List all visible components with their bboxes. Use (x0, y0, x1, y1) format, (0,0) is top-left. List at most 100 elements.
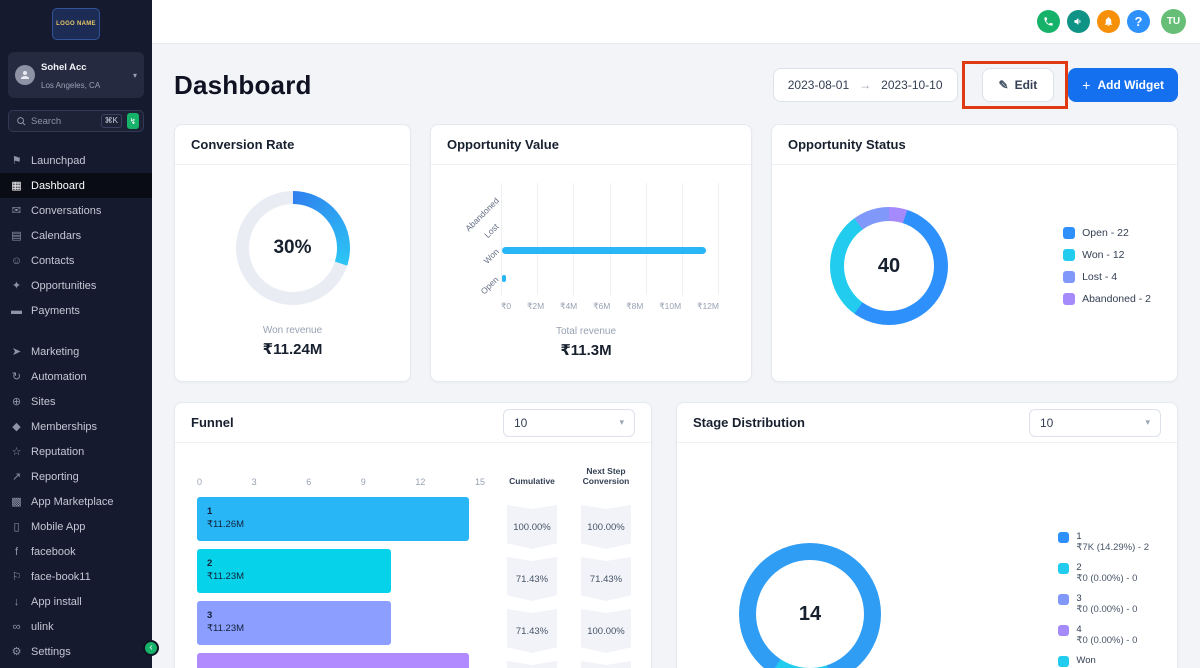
sidebar-item-label: Memberships (31, 420, 98, 433)
next-step-badge: 100.00% (581, 505, 631, 549)
funnel-count-select[interactable]: 10 ▾ (503, 408, 635, 437)
x-tick: ₹12M (697, 301, 719, 311)
sidebar-collapse-button[interactable]: ‹ (143, 640, 159, 656)
help-button[interactable]: ? (1127, 10, 1150, 33)
legend-label: Lost - 4 (1082, 271, 1118, 283)
open-value-bar (502, 274, 506, 282)
sidebar-item-label: Reputation (31, 445, 85, 458)
opportunity-status-chart: 40 Open - 22 Won - 12 Lost - 4 Abandoned… (772, 165, 1177, 381)
logo-container: LOGO NAME (0, 0, 152, 48)
user-avatar[interactable]: TU (1161, 9, 1186, 34)
sidebar-item-contacts[interactable]: ☺ Contacts (0, 248, 152, 273)
sidebar-item-facebook[interactable]: f facebook (0, 539, 152, 564)
star-icon: ☆ (11, 446, 22, 458)
conversion-rate-card: Conversion Rate 30% Won revenue ₹11.24M (174, 124, 411, 382)
stage-count-select[interactable]: 10 ▾ (1029, 408, 1161, 437)
chevron-down-icon: ▾ (619, 417, 624, 427)
account-meta: Sohel Acc Los Angeles, CA (41, 57, 127, 93)
add-widget-label: Add Widget (1097, 78, 1164, 92)
funnel-bar-label: 1 (207, 506, 213, 518)
sidebar-item-app-marketplace[interactable]: ▩ App Marketplace (0, 489, 152, 514)
sidebar-item-payments[interactable]: ▬ Payments (0, 298, 152, 323)
notifications-button[interactable] (1097, 10, 1120, 33)
sidebar-item-ulink[interactable]: ∞ ulink (0, 614, 152, 639)
account-switcher[interactable]: Sohel Acc Los Angeles, CA ▾ (8, 52, 144, 98)
payments-icon: ▬ (11, 304, 22, 317)
sidebar-item-mobile-app[interactable]: ▯ Mobile App (0, 514, 152, 539)
date-to-value[interactable]: 2023-10-10 (881, 78, 943, 92)
launchpad-icon: ⚑ (11, 155, 22, 167)
sidebar-item-reporting[interactable]: ↗ Reporting (0, 464, 152, 489)
stage-legend: 1 ₹7K (14.29%) - 2 2 ₹0 (0.00%) - 0 3 ₹0 (0… (1058, 531, 1149, 668)
conversations-icon: ✉ (11, 205, 22, 217)
next-step-header: Next Step Conversion (582, 466, 630, 487)
sidebar-item-sites[interactable]: ⊕ Sites (0, 389, 152, 414)
opportunity-value-chart: Abandoned Lost Won Open ₹0 ₹2M (431, 165, 751, 359)
sidebar-item-app-install[interactable]: ↓ App install (0, 589, 152, 614)
date-from-value[interactable]: 2023-08-01 (787, 78, 850, 92)
date-range-picker[interactable]: 2023-08-01 → 2023-10-10 (772, 68, 958, 102)
automation-icon: ↻ (11, 371, 22, 383)
legend-item: Lost - 4 (1063, 271, 1151, 283)
sidebar-item-settings[interactable]: ⚙ Settings (0, 639, 152, 664)
opportunities-icon: ✦ (11, 280, 22, 292)
sidebar-item-automation[interactable]: ↻ Automation (0, 364, 152, 389)
opportunity-value-card: Opportunity Value Abandoned Lost Won Ope… (430, 124, 752, 382)
card-title: Opportunity Status (788, 137, 906, 152)
sidebar-item-reputation[interactable]: ☆ Reputation (0, 439, 152, 464)
app-logo[interactable]: LOGO NAME (52, 8, 100, 40)
sidebar-item-calendars[interactable]: ▤ Calendars (0, 223, 152, 248)
account-avatar-icon (15, 65, 35, 85)
status-legend: Open - 22 Won - 12 Lost - 4 Abandoned - … (1063, 227, 1151, 305)
phone-button[interactable] (1037, 10, 1060, 33)
sidebar-item-marketing[interactable]: ➤ Marketing (0, 339, 152, 364)
status-total-value: 40 (877, 254, 901, 277)
add-widget-button[interactable]: + Add Widget (1068, 68, 1178, 102)
chevron-down-icon: ▾ (132, 70, 137, 80)
card-title: Conversion Rate (191, 137, 295, 152)
stage-donut: 14 (739, 543, 881, 668)
sidebar-item-opportunities[interactable]: ✦ Opportunities (0, 273, 152, 298)
globe-icon: ⊕ (11, 396, 22, 408)
quick-actions-icon[interactable]: ↯ (127, 113, 139, 129)
sidebar-item-label: Automation (31, 370, 87, 383)
legend-item: 4 ₹0 (0.00%) - 0 (1058, 624, 1149, 646)
sidebar-item-dashboard[interactable]: ▦ Dashboard (0, 173, 152, 198)
sidebar-item-label: Launchpad (31, 154, 86, 167)
sidebar-item-label: Marketing (31, 345, 80, 358)
sidebar-item-face-book11[interactable]: ⚐ face-book11 (0, 564, 152, 589)
won-revenue-stat: Won revenue ₹11.24M (263, 325, 323, 358)
won-revenue-label: Won revenue (262, 325, 323, 336)
legend-label: Won (1076, 655, 1096, 666)
legend-detail: ₹0 (0.00%) - 0 (1076, 635, 1138, 646)
legend-label: 1 (1076, 531, 1082, 542)
sidebar-item-label: Calendars (31, 229, 82, 242)
category-label: Lost (482, 221, 501, 240)
sidebar-item-launchpad[interactable]: ⚑ Launchpad (0, 148, 152, 173)
edit-button[interactable]: ✎ Edit (981, 68, 1055, 102)
sidebar-item-memberships[interactable]: ◆ Memberships (0, 414, 152, 439)
sidebar-item-conversations[interactable]: ✉ Conversations (0, 198, 152, 223)
calendar-icon: ▤ (11, 230, 22, 242)
account-location: Los Angeles, CA (41, 81, 101, 90)
sidebar-item-label: Dashboard (31, 179, 85, 192)
x-tick: ₹6M (593, 301, 611, 311)
conversion-rate-chart: 30% Won revenue ₹11.24M (175, 165, 410, 358)
header-controls: 2023-08-01 → 2023-10-10 ✎ Edit + Add Wid… (772, 61, 1178, 109)
marketplace-icon: ▩ (11, 496, 22, 508)
legend-item: 1 ₹7K (14.29%) - 2 (1058, 531, 1149, 553)
legend-swatch (1058, 594, 1070, 605)
announcements-button[interactable] (1067, 10, 1090, 33)
next-step-column: Next Step Conversion 100.00% 71.43% 100.… (575, 466, 637, 668)
sidebar-search-input[interactable]: Search ⌘K ↯ (8, 110, 144, 132)
category-label: Open (478, 274, 501, 296)
page-title: Dashboard (174, 69, 312, 100)
next-step-badge: 100.00% (581, 609, 631, 653)
funnel-bar-label: 2 (207, 558, 213, 570)
cumulative-badge (507, 661, 557, 668)
sidebar-item-label: Opportunities (31, 279, 97, 292)
legend-label: Abandoned - 2 (1082, 293, 1151, 305)
won-value-bar (502, 246, 707, 254)
x-tick: 9 (360, 477, 366, 487)
stage-total-value: 14 (798, 602, 822, 625)
